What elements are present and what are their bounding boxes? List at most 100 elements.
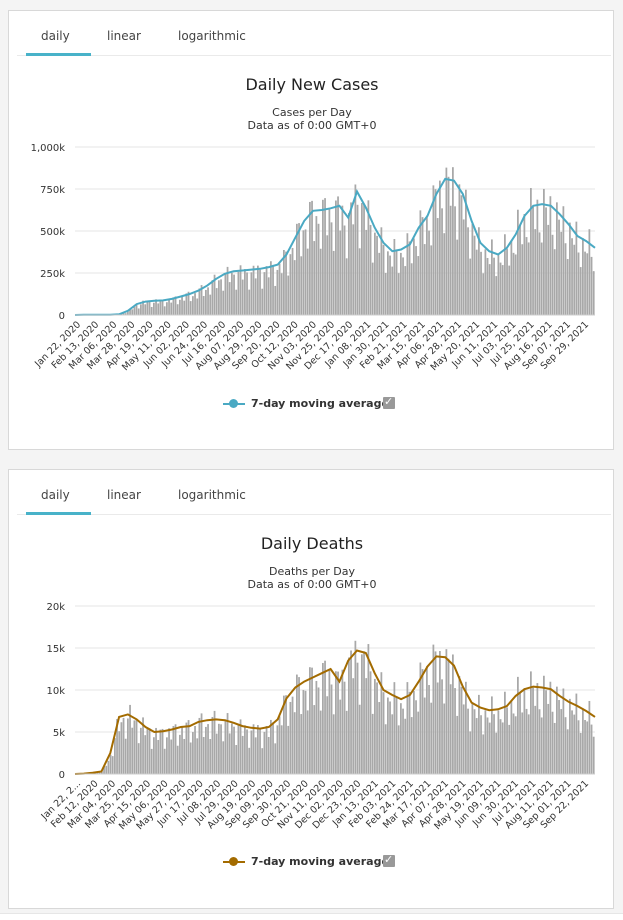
bar: [162, 300, 164, 315]
checkbox-checked-icon[interactable]: ✓: [383, 855, 395, 867]
bar: [480, 252, 482, 315]
bar: [500, 263, 502, 315]
bar: [192, 732, 194, 774]
bar: [151, 307, 153, 315]
bar: [166, 302, 168, 315]
deaths-chart-panel: daily linear logarithmic Daily Deaths De…: [8, 469, 614, 909]
bar: [554, 249, 556, 315]
deaths-legend[interactable]: 7-day moving average ✓: [9, 853, 615, 873]
bar: [415, 246, 417, 315]
bar: [320, 711, 322, 774]
bar: [222, 741, 224, 774]
bar: [229, 282, 231, 315]
bar: [363, 204, 365, 315]
bar: [229, 733, 231, 774]
legend-dot-swatch: [229, 857, 238, 866]
bar: [556, 687, 558, 774]
bar: [155, 728, 157, 774]
bar: [168, 728, 170, 774]
bar: [216, 288, 218, 315]
bar: [114, 738, 116, 774]
bar: [563, 206, 565, 315]
bar: [502, 722, 504, 774]
bar: [257, 266, 259, 315]
bar: [443, 233, 445, 315]
bar: [435, 189, 437, 315]
legend-label[interactable]: 7-day moving average: [251, 855, 389, 868]
bar: [339, 700, 341, 774]
bar: [454, 688, 456, 774]
bar: [463, 704, 465, 774]
bar: [240, 265, 242, 315]
bar: [355, 641, 357, 774]
bar: [513, 253, 515, 315]
bar: [201, 713, 203, 774]
bar: [333, 251, 335, 315]
bar: [517, 210, 519, 315]
tab-daily[interactable]: daily: [41, 29, 70, 43]
bar: [329, 670, 331, 774]
bar: [554, 723, 556, 774]
bar: [264, 732, 266, 774]
bar: [157, 303, 159, 315]
bar: [205, 727, 207, 774]
bar: [305, 229, 307, 315]
tab-linear[interactable]: linear: [107, 29, 141, 43]
bar: [157, 740, 159, 774]
bar: [244, 725, 246, 774]
tab-logarithmic[interactable]: logarithmic: [178, 488, 246, 502]
bar: [285, 252, 287, 315]
bar: [303, 690, 305, 774]
bar: [565, 717, 567, 774]
bar: [396, 696, 398, 774]
bar: [359, 248, 361, 315]
bar: [235, 745, 237, 774]
bar: [482, 734, 484, 774]
bar: [316, 216, 318, 315]
bar: [504, 234, 506, 315]
checkbox-checked-icon[interactable]: ✓: [383, 397, 395, 409]
bar: [374, 679, 376, 774]
cases-legend[interactable]: 7-day moving average ✓: [9, 395, 615, 415]
tab-daily[interactable]: daily: [41, 488, 70, 502]
legend-label[interactable]: 7-day moving average: [251, 397, 389, 410]
bar: [309, 202, 311, 315]
bar: [441, 679, 443, 774]
bar: [170, 740, 172, 774]
bar: [508, 266, 510, 315]
bar: [409, 692, 411, 774]
bar: [437, 218, 439, 315]
bar: [183, 301, 185, 315]
bar: [298, 677, 300, 774]
bar: [281, 725, 283, 774]
bar: [404, 266, 406, 315]
bar: [355, 184, 357, 315]
bar: [290, 702, 292, 774]
bar: [266, 266, 268, 315]
bar: [233, 275, 235, 315]
tab-logarithmic[interactable]: logarithmic: [178, 29, 246, 43]
bar: [385, 273, 387, 315]
bar: [448, 659, 450, 774]
bar: [359, 705, 361, 774]
bar: [309, 667, 311, 774]
tab-linear[interactable]: linear: [107, 488, 141, 502]
bar: [164, 749, 166, 774]
bar: [112, 756, 114, 774]
bar: [231, 273, 233, 315]
bar: [205, 290, 207, 315]
bar: [331, 685, 333, 774]
bar: [277, 270, 279, 315]
bar: [567, 259, 569, 315]
bar: [365, 230, 367, 315]
y-tick-label: 500k: [40, 227, 65, 238]
bar: [435, 651, 437, 774]
bar: [370, 671, 372, 774]
bar: [450, 206, 452, 315]
bar: [417, 256, 419, 315]
bar: [411, 717, 413, 774]
bar: [199, 718, 201, 774]
bar: [121, 722, 123, 774]
bar: [537, 683, 539, 774]
